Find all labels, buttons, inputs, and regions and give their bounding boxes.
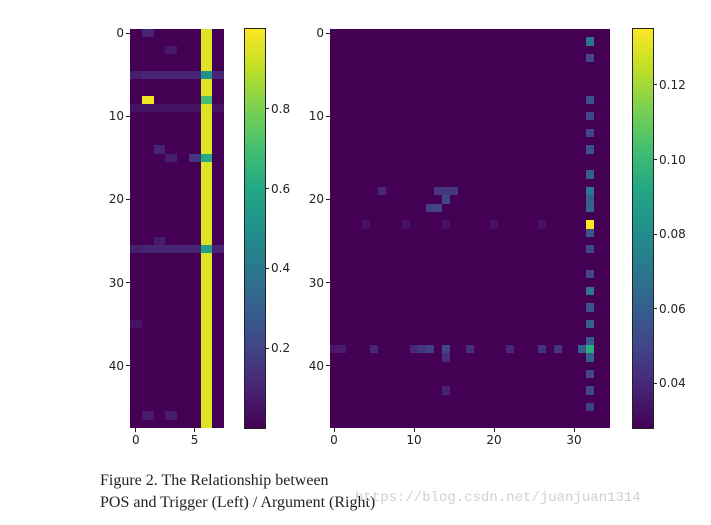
caption-line1: Figure 2. The Relationship between bbox=[100, 470, 375, 492]
colorbar-tick-label: 0.12 bbox=[653, 79, 686, 91]
right-heatmap bbox=[330, 29, 610, 428]
colorbar-tick-label: 0.08 bbox=[653, 228, 686, 240]
figure-caption: Figure 2. The Relationship between POS a… bbox=[100, 470, 375, 513]
right-colorbar-gradient bbox=[633, 29, 653, 428]
colorbar-tick-label: 0.06 bbox=[653, 303, 686, 315]
colorbar-tick-label: 0.04 bbox=[653, 377, 686, 389]
colorbar-tick-label: 0.10 bbox=[653, 154, 686, 166]
left-colorbar: 0.20.40.60.8 bbox=[245, 29, 265, 428]
right-heatmap-axes: 0102030400102030 bbox=[330, 29, 610, 428]
left-heatmap bbox=[130, 29, 224, 428]
right-colorbar: 0.040.060.080.100.12 bbox=[633, 29, 653, 428]
watermark-text: https://blog.csdn.net/juanjuan1314 bbox=[355, 490, 641, 506]
left-colorbar-gradient bbox=[245, 29, 265, 428]
left-heatmap-axes: 01020304005 bbox=[130, 29, 224, 428]
figure: 01020304005 0.20.40.60.8 010203040010203… bbox=[0, 0, 711, 525]
caption-line2: POS and Trigger (Left) / Argument (Right… bbox=[100, 492, 375, 514]
